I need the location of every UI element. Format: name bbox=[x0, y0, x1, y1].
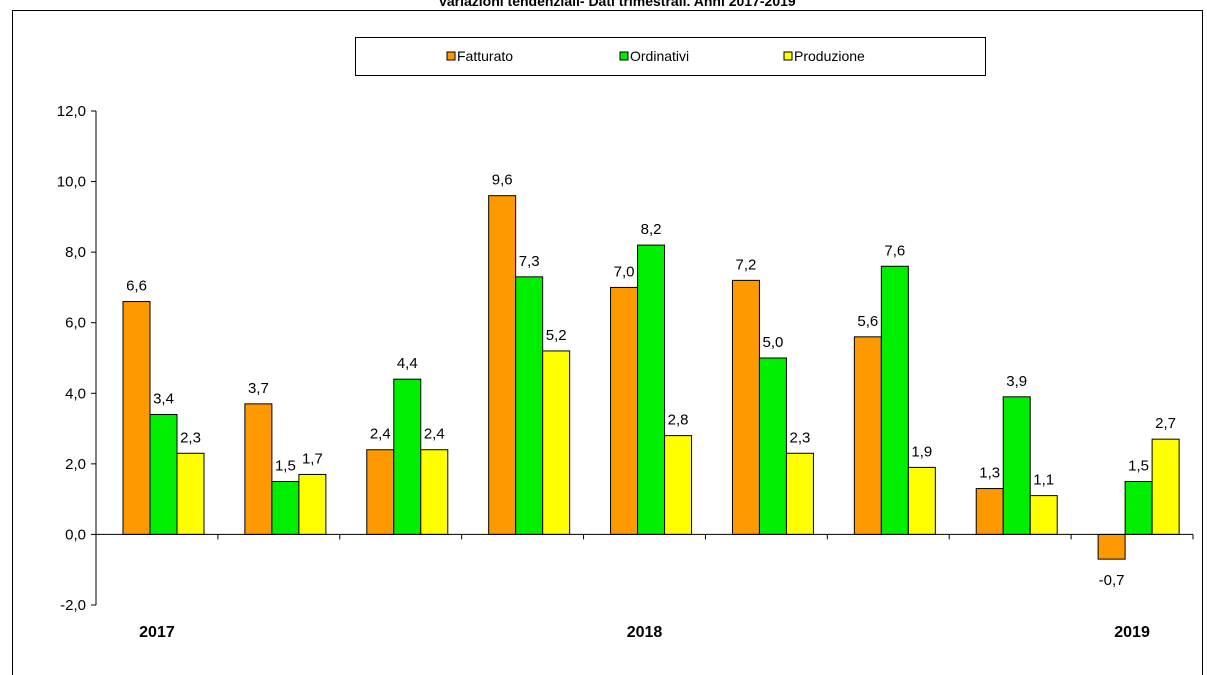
data-label: 1,7 bbox=[302, 450, 323, 467]
bar-ordinativi bbox=[758, 357, 787, 535]
y-tick-label: 12,0 bbox=[57, 103, 86, 120]
data-label: 7,3 bbox=[519, 253, 540, 270]
legend-box bbox=[355, 37, 986, 76]
bar-produzione bbox=[298, 473, 327, 535]
bar-fatturato bbox=[610, 286, 639, 535]
legend-swatch bbox=[783, 51, 793, 61]
bar-produzione bbox=[420, 449, 449, 535]
bar-ordinativi bbox=[637, 244, 666, 535]
y-tick-label: 8,0 bbox=[65, 244, 86, 261]
legend: Fatturato Ordinativi Produzione bbox=[355, 37, 986, 76]
bar-produzione bbox=[785, 452, 814, 535]
data-label: 3,4 bbox=[153, 390, 174, 407]
bar-ordinativi bbox=[515, 276, 544, 535]
bar-produzione bbox=[176, 452, 205, 535]
y-tick-label: 6,0 bbox=[65, 315, 86, 332]
data-label: 8,2 bbox=[641, 221, 662, 238]
bar-ordinativi bbox=[1002, 396, 1031, 535]
data-label: 2,3 bbox=[180, 429, 201, 446]
data-label: 2,4 bbox=[424, 426, 445, 443]
data-label: 5,0 bbox=[763, 334, 784, 351]
bar-produzione bbox=[907, 466, 936, 535]
legend-label: Produzione bbox=[794, 48, 865, 64]
data-label: 1,9 bbox=[911, 443, 932, 460]
bar-produzione bbox=[542, 350, 571, 535]
data-label: 5,2 bbox=[546, 327, 567, 344]
x-group-label: 2019 bbox=[1114, 624, 1150, 641]
data-label: 7,2 bbox=[736, 256, 757, 273]
chart-border bbox=[12, 10, 1203, 675]
bar-ordinativi bbox=[1124, 481, 1153, 535]
bar-fatturato bbox=[488, 195, 517, 535]
bar-ordinativi bbox=[271, 481, 300, 535]
legend-swatch bbox=[446, 51, 456, 61]
bar-fatturato bbox=[244, 403, 273, 535]
bar-labels: 6,6 3,7 2,4 9,6 7,0 7,2 5,6 1,3 -0,7 3,4 1,5 4,4 7,3… bbox=[126, 172, 1176, 589]
bar-fatturato bbox=[122, 301, 151, 535]
data-label: 1,3 bbox=[979, 465, 1000, 482]
y-tick-label: 0,0 bbox=[65, 526, 86, 543]
x-group-label: 2018 bbox=[627, 624, 663, 641]
y-tick-label: 2,0 bbox=[65, 456, 86, 473]
y-tick-label: -2,0 bbox=[60, 597, 86, 614]
y-axis: -2,0 0,0 2,0 4,0 6,0 8,0 10,0 12,0 bbox=[57, 103, 97, 614]
y-tick-label: 10,0 bbox=[57, 174, 86, 191]
bar-produzione bbox=[1029, 495, 1058, 535]
data-label: 4,4 bbox=[397, 355, 418, 372]
data-label: 6,6 bbox=[126, 278, 147, 295]
legend-label: Fatturato bbox=[457, 48, 513, 64]
bar-produzione bbox=[1151, 438, 1180, 535]
bar-fatturato bbox=[975, 488, 1004, 535]
y-tick-label: 4,0 bbox=[65, 385, 86, 402]
bar-ordinativi bbox=[393, 378, 422, 535]
data-label: 2,8 bbox=[668, 412, 689, 429]
data-label: 3,7 bbox=[248, 380, 269, 397]
data-label: 2,4 bbox=[370, 426, 391, 443]
bar-ordinativi bbox=[880, 265, 909, 535]
data-label: 1,5 bbox=[1128, 458, 1149, 475]
x-group-label: 2017 bbox=[139, 624, 175, 641]
data-label: 7,6 bbox=[884, 242, 905, 259]
bar-fatturato bbox=[1097, 533, 1126, 560]
bar-fatturato bbox=[853, 336, 882, 535]
data-label: 2,7 bbox=[1155, 415, 1176, 432]
bar-ordinativi bbox=[149, 413, 178, 535]
bar-fatturato bbox=[366, 449, 395, 535]
bar-produzione bbox=[664, 435, 693, 535]
data-label: 2,3 bbox=[790, 429, 811, 446]
data-label: 3,9 bbox=[1006, 373, 1027, 390]
bars bbox=[122, 195, 1180, 560]
data-label: 5,6 bbox=[857, 313, 878, 330]
legend-label: Ordinativi bbox=[630, 48, 689, 64]
x-axis: 2017 2018 2019 bbox=[95, 533, 1194, 641]
bar-fatturato bbox=[731, 279, 760, 535]
data-label: 9,6 bbox=[492, 172, 513, 189]
data-label: 1,1 bbox=[1033, 472, 1054, 489]
legend-swatch bbox=[619, 51, 629, 61]
data-label: -0,7 bbox=[1099, 572, 1125, 589]
data-label: 7,0 bbox=[614, 263, 635, 280]
data-label: 1,5 bbox=[275, 458, 296, 475]
chart-title: Variazioni tendenziali- Dati trimestrali… bbox=[438, 0, 796, 9]
